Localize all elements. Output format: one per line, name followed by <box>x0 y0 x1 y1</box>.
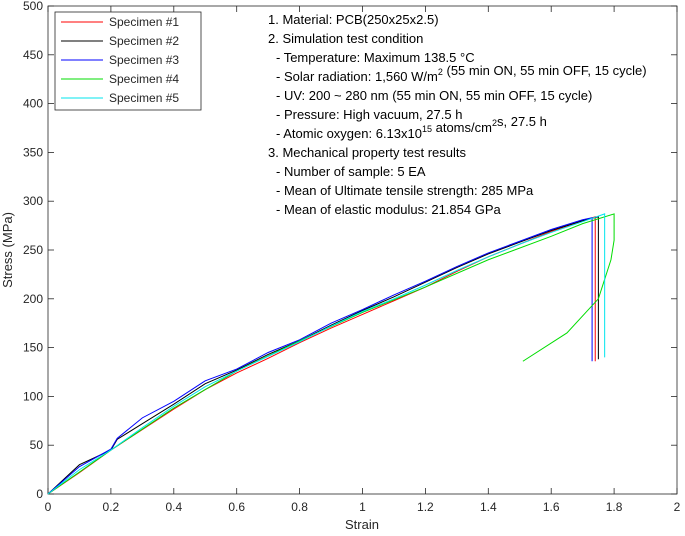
series-line <box>47 216 599 495</box>
annotation: - Mean of Ultimate tensile strength: 285… <box>276 183 534 198</box>
annotation: 1. Material: PCB(250x25x2.5) <box>268 12 439 27</box>
legend-label: Specimen #2 <box>109 34 179 48</box>
series-line <box>47 213 606 495</box>
y-tick-label: 300 <box>23 194 43 208</box>
y-tick-label: 100 <box>23 389 43 403</box>
x-tick-label: 1.4 <box>480 500 497 514</box>
annotation-text: - Number of sample: 5 EA <box>276 164 426 179</box>
annotation-text: - UV: 200 ~ 280 nm (55 min ON, 55 min OF… <box>276 88 592 103</box>
x-tick-label: 1.6 <box>543 500 560 514</box>
x-tick-label: 0.8 <box>291 500 308 514</box>
legend-label: Specimen #5 <box>109 91 179 105</box>
series-line <box>47 216 596 495</box>
series-line <box>47 213 615 495</box>
x-tick-label: 1.2 <box>417 500 434 514</box>
annotation: - Solar radiation: 1,560 W/m2 (55 min ON… <box>276 63 647 84</box>
x-tick-label: 0.6 <box>228 500 245 514</box>
y-tick-label: 400 <box>23 97 43 111</box>
annotation: - UV: 200 ~ 280 nm (55 min ON, 55 min OF… <box>276 88 592 103</box>
annotation-text: s, 27.5 h <box>497 114 547 129</box>
annotation-text: 2. Simulation test condition <box>268 31 423 46</box>
annotation: - Pressure: High vacuum, 27.5 h <box>276 107 462 122</box>
x-tick-label: 1 <box>359 500 366 514</box>
annotation-superscript: 2 <box>438 67 443 77</box>
annotation-superscript: 15 <box>422 124 432 134</box>
y-tick-label: 50 <box>30 438 44 452</box>
x-tick-label: 1.8 <box>606 500 623 514</box>
annotation-text: - Temperature: Maximum 138.5 °C <box>276 50 475 65</box>
annotation-text: - Mean of elastic modulus: 21.854 GPa <box>276 202 502 217</box>
y-tick-label: 500 <box>23 0 43 13</box>
y-tick-label: 350 <box>23 145 43 159</box>
annotation-text: 1. Material: PCB(250x25x2.5) <box>268 12 439 27</box>
annotation-text: - Solar radiation: 1,560 W/m <box>276 69 438 84</box>
series-line <box>47 217 593 495</box>
annotation-text: 3. Mechanical property test results <box>268 145 466 160</box>
legend-label: Specimen #4 <box>109 72 179 86</box>
y-tick-label: 450 <box>23 48 43 62</box>
x-tick-label: 0.2 <box>103 500 120 514</box>
y-tick-label: 200 <box>23 292 43 306</box>
y-tick-label: 150 <box>23 341 43 355</box>
legend-box <box>54 11 202 111</box>
legend-label: Specimen #1 <box>109 15 179 29</box>
x-tick-label: 0.4 <box>165 500 182 514</box>
annotation-text: (55 min ON, 55 min OFF, 15 cycle) <box>443 63 647 78</box>
annotation: - Atomic oxygen: 6.13x1015 atoms/cm2s, 2… <box>276 114 547 141</box>
annotation-text: - Mean of Ultimate tensile strength: 285… <box>276 183 534 198</box>
annotation: 3. Mechanical property test results <box>268 145 466 160</box>
annotation: - Temperature: Maximum 138.5 °C <box>276 50 475 65</box>
x-tick-label: 2 <box>674 500 681 514</box>
x-axis-label: Strain <box>345 517 379 532</box>
y-tick-label: 0 <box>36 487 43 501</box>
annotation-superscript: 2 <box>492 118 497 128</box>
annotation-text: atoms/cm <box>432 120 492 135</box>
legend-label: Specimen #3 <box>109 53 179 67</box>
y-axis-label: Stress (MPa) <box>0 212 15 288</box>
annotation-text: - Atomic oxygen: 6.13x10 <box>276 126 422 141</box>
annotation-text: - Pressure: High vacuum, 27.5 h <box>276 107 462 122</box>
annotation: - Number of sample: 5 EA <box>276 164 426 179</box>
y-tick-label: 250 <box>23 243 43 257</box>
annotation: - Mean of elastic modulus: 21.854 GPa <box>276 202 502 217</box>
annotation: 2. Simulation test condition <box>268 31 423 46</box>
x-tick-label: 0 <box>45 500 52 514</box>
